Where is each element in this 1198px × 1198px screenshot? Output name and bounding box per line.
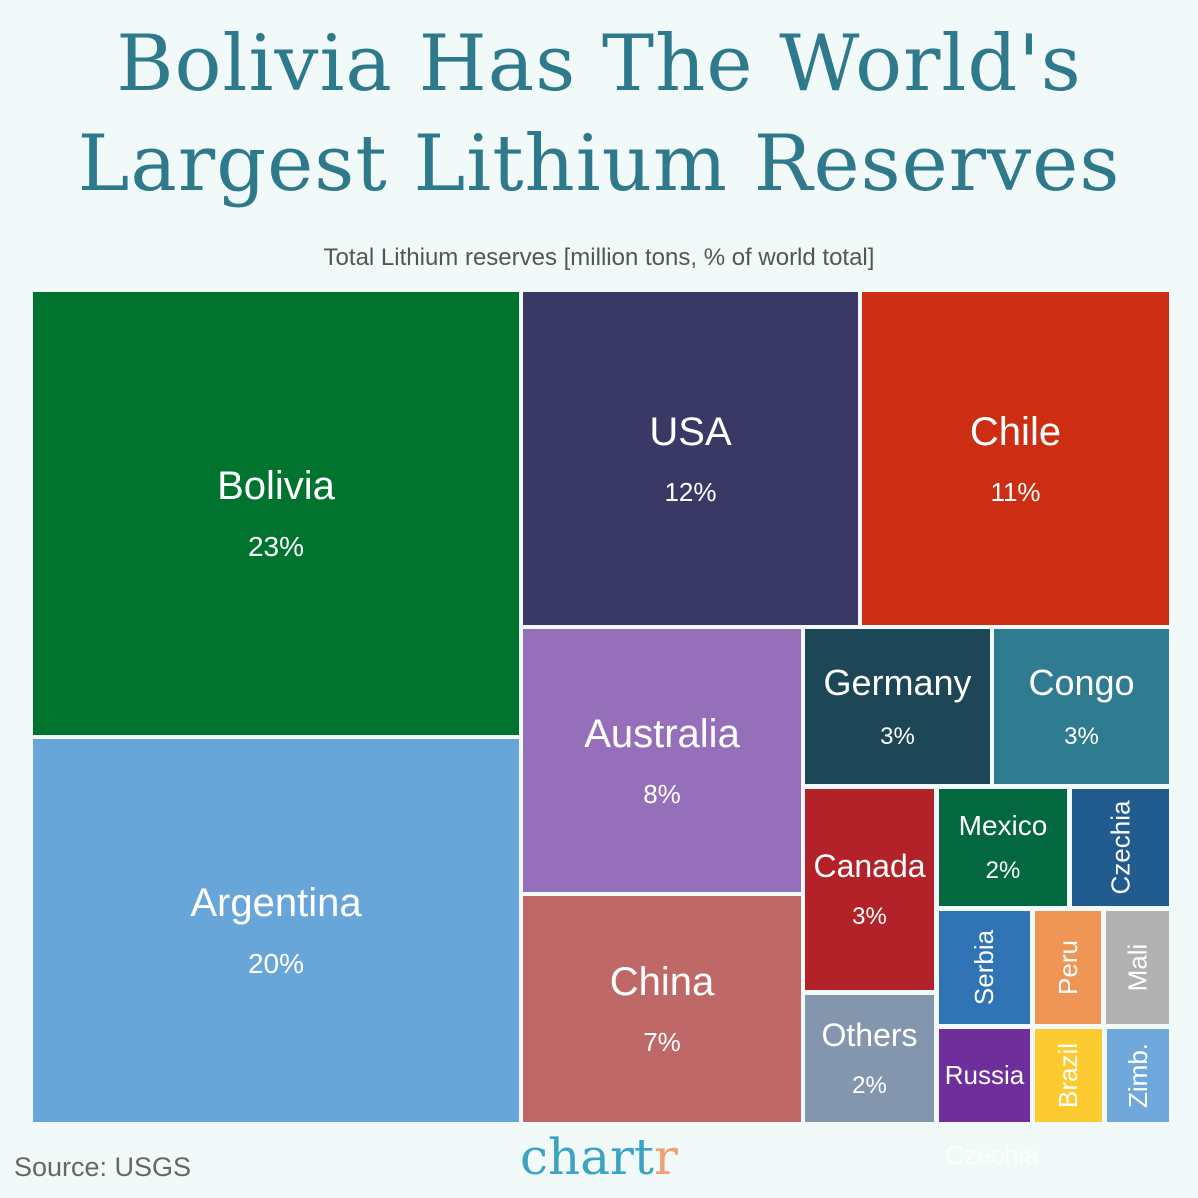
source-note: Source: USGS: [14, 1152, 192, 1182]
tile-percent: 11%: [990, 476, 1041, 507]
treemap-tile-czechia: Czechia: [1072, 789, 1169, 906]
treemap-tile-serbia: Serbia: [939, 911, 1030, 1024]
treemap-tile-germany: Germany 3%: [805, 629, 990, 784]
tile-percent: 23%: [247, 531, 305, 562]
logo-main: chart: [520, 1128, 655, 1186]
logo-accent: r: [654, 1128, 678, 1186]
treemap-tile-australia: Australia 8%: [523, 629, 801, 892]
tile-label: Mexico: [958, 809, 1048, 841]
tile-percent: 2%: [985, 857, 1021, 885]
treemap-tile-usa: USA 12%: [523, 292, 858, 625]
tile-label: Others: [821, 1017, 918, 1054]
tile-percent: 20%: [247, 948, 305, 979]
tile-label: Argentina: [190, 881, 362, 925]
treemap-tile-mexico: Mexico 2%: [939, 789, 1067, 906]
tile-label: Russia: [944, 1060, 1025, 1090]
treemap-tile-peru: Peru: [1035, 911, 1101, 1024]
tile-label: Germany: [823, 661, 972, 703]
tile-label: Zimb.: [1122, 1043, 1153, 1108]
tile-label: Peru: [1052, 940, 1083, 995]
tile-label: Canada: [813, 848, 926, 885]
tile-label: Congo: [1028, 661, 1135, 703]
treemap-tile-mali: Mali: [1106, 911, 1169, 1024]
tile-label: Brazil: [1052, 1042, 1083, 1109]
treemap-tile-chile: Chile 11%: [862, 292, 1169, 625]
chartr-logo: chartr: [520, 1128, 678, 1186]
tile-label: Czechia: [1105, 800, 1135, 895]
treemap-tile-zimb: Zimb.: [1107, 1029, 1169, 1122]
treemap-tile-others: Others 2%: [805, 995, 934, 1122]
tile-label: China: [609, 960, 715, 1004]
treemap-tile-congo: Congo 3%: [994, 629, 1169, 784]
treemap-tile-bolivia: Bolivia 23%: [33, 292, 519, 735]
tile-percent: 2%: [852, 1071, 887, 1099]
treemap-tile-china: China 7%: [523, 896, 801, 1122]
treemap-tile-canada: Canada 3%: [805, 789, 934, 990]
tile-label: Serbia: [969, 929, 999, 1006]
tile-label: Bolivia: [217, 464, 335, 508]
title-line-1: Bolivia Has The World's: [116, 19, 1082, 109]
treemap-tile-russia: Russia: [939, 1029, 1030, 1122]
tile-label: USA: [649, 409, 732, 454]
tile-percent: 7%: [643, 1027, 681, 1057]
treemap-tile-brazil: Brazil: [1035, 1029, 1102, 1122]
title-line-2: Largest Lithium Reserves: [77, 119, 1121, 209]
tile-label: Australia: [584, 711, 740, 756]
tile-percent: 3%: [880, 723, 915, 751]
tile-percent: 3%: [852, 902, 887, 930]
ghost-label: Czechia: [945, 1140, 1039, 1170]
tile-percent: 3%: [1064, 723, 1099, 751]
tile-percent: 8%: [643, 778, 681, 809]
tile-label: Mali: [1121, 943, 1152, 992]
tile-label: Chile: [969, 409, 1062, 454]
chart-subtitle: Total Lithium reserves [million tons, % …: [323, 244, 875, 271]
chart-title: Bolivia Has The World's Largest Lithium R…: [0, 14, 1198, 214]
tile-percent: 12%: [664, 476, 717, 507]
treemap-tile-argentina: Argentina 20%: [33, 739, 519, 1122]
